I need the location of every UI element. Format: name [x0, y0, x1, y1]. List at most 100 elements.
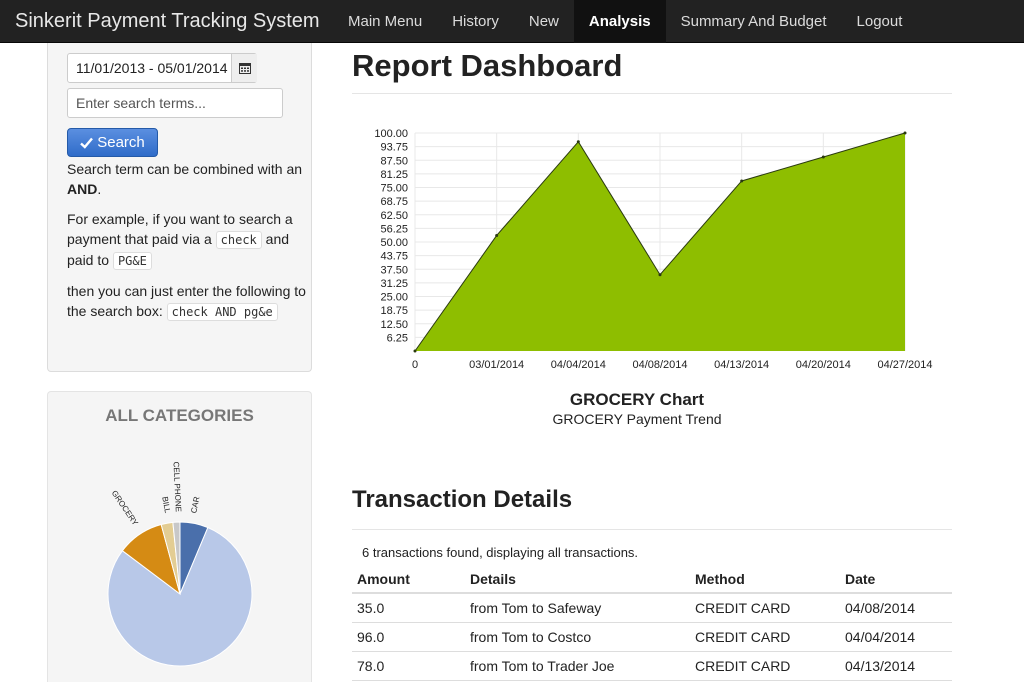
cell-amount: 35.0: [352, 593, 465, 623]
code-check: check: [215, 231, 262, 249]
column-header-amount: Amount: [352, 564, 465, 594]
pie-slice-label: CELL PHONE: [171, 461, 182, 512]
search-input[interactable]: [67, 88, 283, 118]
transactions-count: 6 transactions found, displaying all tra…: [362, 545, 639, 560]
navbar: Sinkerit Payment Tracking System Main Me…: [0, 0, 1024, 43]
pie-slice-label: CAR: [189, 495, 201, 514]
area-fill: [415, 133, 905, 351]
date-range-input[interactable]: [68, 54, 231, 82]
data-point[interactable]: [495, 233, 499, 237]
data-point[interactable]: [821, 155, 825, 159]
column-header-details: Details: [465, 564, 690, 594]
pie-slice-label: GROCERY: [110, 489, 140, 528]
page-title: Report Dashboard: [352, 48, 623, 83]
code-query-example: check AND pg&e: [166, 303, 278, 321]
y-tick-label: 31.25: [380, 278, 408, 290]
chart-subtitle: GROCERY Payment Trend: [552, 411, 722, 427]
nav-item-logout[interactable]: Logout: [856, 13, 903, 30]
x-tick-label: 0: [412, 359, 418, 371]
y-tick-label: 25.00: [380, 292, 408, 304]
y-tick-label: 18.75: [380, 305, 408, 317]
data-point[interactable]: [740, 179, 744, 183]
cell-details: from Tom to Safeway: [465, 593, 690, 623]
x-tick-label: 04/13/2014: [714, 359, 769, 371]
x-tick-label: 04/08/2014: [632, 359, 687, 371]
data-point[interactable]: [903, 131, 907, 135]
y-tick-label: 37.50: [380, 264, 408, 276]
checkmark-icon: [80, 137, 94, 149]
categories-pie-chart: CAR GROCERY BILL CELL PHONE: [107, 461, 253, 667]
cell-method: CREDIT CARD: [690, 651, 840, 681]
help-and-keyword: AND: [67, 181, 98, 197]
pie-slice[interactable]: [172, 521, 181, 595]
data-point[interactable]: [413, 349, 417, 353]
y-tick-label: 81.25: [380, 169, 408, 181]
help-paragraph-and: Search term can be combined with an AND.: [67, 159, 307, 199]
cell-amount: 96.0: [352, 622, 465, 652]
transactions-divider: [352, 529, 952, 530]
data-point[interactable]: [658, 273, 662, 277]
y-tick-label: 75.00: [380, 183, 408, 195]
y-tick-label: 87.50: [380, 155, 408, 167]
y-tick-label: 6.25: [387, 332, 408, 344]
x-tick-label: 04/20/2014: [796, 359, 851, 371]
cell-amount: 78.0: [352, 651, 465, 681]
search-panel: Search Search term can be combined with …: [47, 43, 312, 372]
cell-method: CREDIT CARD: [690, 593, 840, 623]
y-tick-label: 50.00: [380, 237, 408, 249]
x-tick-label: 04/04/2014: [551, 359, 606, 371]
categories-panel: ALL CATEGORIES CAR GROCERY BILL CELL PHONE: [47, 391, 312, 682]
y-tick-label: 93.75: [380, 142, 408, 154]
x-tick-label: 04/27/2014: [877, 359, 932, 371]
pie-slice-label: BILL: [160, 496, 172, 514]
nav-item-summary-and-budget[interactable]: Summary And Budget: [680, 13, 827, 30]
calendar-icon: [238, 63, 251, 74]
column-header-method: Method: [690, 564, 840, 594]
categories-title: ALL CATEGORIES: [105, 406, 254, 425]
table-header-row: Amount Details Method Date: [352, 564, 952, 594]
table-row[interactable]: 35.0 from Tom to Safeway CREDIT CARD 04/…: [352, 593, 952, 623]
column-header-date: Date: [840, 564, 952, 594]
help-paragraph-example: For example, if you want to search a pay…: [67, 209, 307, 271]
y-tick-label: 12.50: [380, 319, 408, 331]
help-text: .: [97, 181, 102, 197]
help-paragraph-query: then you can just enter the following to…: [67, 281, 307, 322]
data-point[interactable]: [576, 140, 580, 144]
cell-date: 04/08/2014: [840, 593, 952, 623]
transactions-title: Transaction Details: [352, 486, 573, 513]
brand-title[interactable]: Sinkerit Payment Tracking System: [15, 10, 320, 32]
search-help-text: Search term can be combined with an AND.…: [67, 159, 307, 332]
pie-slice[interactable]: [107, 526, 253, 667]
y-tick-label: 43.75: [380, 251, 408, 263]
y-tick-label: 62.50: [380, 210, 408, 222]
transactions-table: Amount Details Method Date 35.0 from Tom…: [352, 564, 952, 681]
y-tick-label: 100.00: [374, 128, 408, 140]
table-row[interactable]: 96.0 from Tom to Costco CREDIT CARD 04/0…: [352, 622, 952, 652]
nav-item-new[interactable]: New: [528, 13, 559, 30]
y-tick-label: 68.75: [380, 196, 408, 208]
cell-method: CREDIT CARD: [690, 622, 840, 652]
table-row[interactable]: 78.0 from Tom to Trader Joe CREDIT CARD …: [352, 651, 952, 681]
search-button-label: Search: [97, 134, 145, 151]
cell-details: from Tom to Costco: [465, 622, 690, 652]
nav-menu: Main Menu History New Analysis Summary A…: [333, 0, 917, 43]
y-tick-label: 56.25: [380, 223, 408, 235]
search-button[interactable]: Search: [67, 128, 158, 157]
nav-item-main-menu[interactable]: Main Menu: [348, 13, 423, 30]
help-text: Search term can be combined with an: [67, 161, 303, 177]
help-text: then you can just enter the following to…: [67, 283, 306, 319]
x-tick-label: 03/01/2014: [469, 359, 524, 371]
nav-item-history[interactable]: History: [452, 13, 499, 30]
help-text: and paid to: [67, 231, 290, 268]
cell-details: from Tom to Trader Joe: [465, 651, 690, 681]
date-range-picker: [67, 53, 257, 83]
nav-item-analysis[interactable]: Analysis: [573, 0, 666, 43]
cell-date: 04/04/2014: [840, 622, 952, 652]
chart-title: GROCERY Chart: [569, 390, 705, 409]
cell-date: 04/13/2014: [840, 651, 952, 681]
title-divider: [352, 93, 952, 94]
calendar-button[interactable]: [231, 54, 257, 82]
help-text: For example, if you want to search a pay…: [67, 211, 293, 247]
code-pge: PG&E: [112, 252, 152, 270]
